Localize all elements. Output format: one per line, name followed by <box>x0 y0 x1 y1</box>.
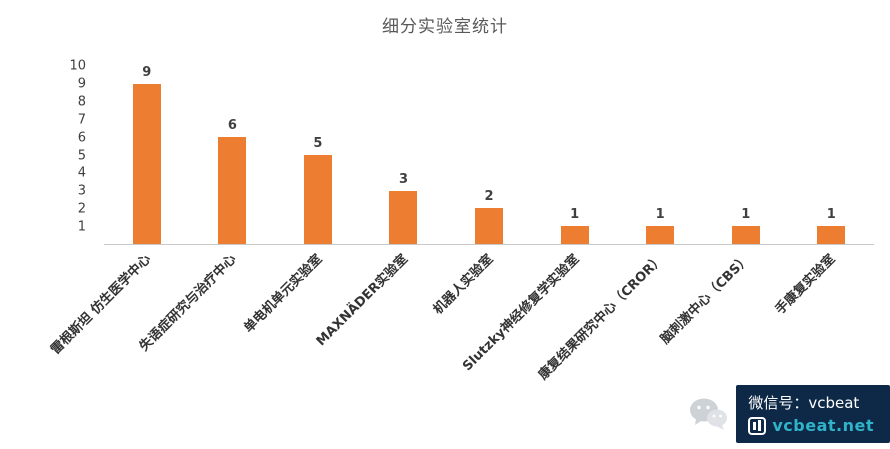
plot-area: 9 6 5 3 2 1 1 1 1 <box>104 66 874 245</box>
bar <box>646 226 675 244</box>
vcbeat-logo <box>748 416 767 435</box>
bar-slot: 2 <box>446 66 532 244</box>
y-tick-label: 2 <box>77 201 86 217</box>
bar <box>303 155 332 244</box>
watermark-box: 微信号：vcbeat vcbeat.net <box>736 385 890 443</box>
bar-slot: 3 <box>361 66 447 244</box>
bar <box>475 208 504 244</box>
category-label: 脑刺激中心（CBS） <box>657 251 754 348</box>
data-label: 5 <box>313 136 323 151</box>
bar-slot: 1 <box>532 66 618 244</box>
wechat-id-text: 微信号：vcbeat <box>748 394 860 412</box>
bar-slot: 6 <box>190 66 276 244</box>
y-axis: 1 2 3 4 5 6 7 8 9 10 <box>0 60 96 245</box>
data-label: 6 <box>227 118 237 134</box>
chart-title: 细分实验室统计 <box>382 17 508 37</box>
watermark: 微信号：vcbeat vcbeat.net <box>688 385 890 443</box>
bar-slot: 5 <box>275 66 361 244</box>
category-label: 手康复实验室 <box>772 251 839 318</box>
data-label: 1 <box>570 207 580 223</box>
data-label: 1 <box>826 207 836 223</box>
bar <box>132 83 161 244</box>
bar <box>389 190 418 244</box>
bar <box>731 226 760 244</box>
wechat-icon <box>690 398 728 430</box>
bar-slot: 1 <box>789 66 875 244</box>
y-tick-label: 8 <box>77 94 86 110</box>
y-tick-label: 4 <box>77 165 86 181</box>
category-label: 单电机单元实验室 <box>241 251 326 336</box>
y-tick-label: 1 <box>77 219 86 235</box>
bar-slot: 9 <box>104 66 190 244</box>
data-label: 9 <box>142 64 152 80</box>
y-tick-label: 7 <box>77 112 86 128</box>
category-label: 机器人实验室 <box>430 251 497 318</box>
bar <box>817 226 846 244</box>
bar-slot: 1 <box>617 66 703 244</box>
vcbeat-url-text: vcbeat.net <box>772 416 874 435</box>
y-tick-label: 5 <box>77 148 86 163</box>
y-tick-label: 10 <box>69 58 86 74</box>
category-label: MAXNÄDER实验室 <box>313 251 411 350</box>
data-label: 3 <box>398 171 408 187</box>
data-label: 1 <box>655 207 665 223</box>
y-tick-label: 3 <box>77 183 86 199</box>
data-label: 2 <box>484 189 494 205</box>
y-tick-label: 6 <box>77 130 86 146</box>
data-label: 1 <box>741 207 751 223</box>
bar <box>560 226 589 244</box>
bar-slot: 1 <box>703 66 789 244</box>
y-tick-label: 9 <box>77 76 86 92</box>
bar <box>218 137 247 244</box>
